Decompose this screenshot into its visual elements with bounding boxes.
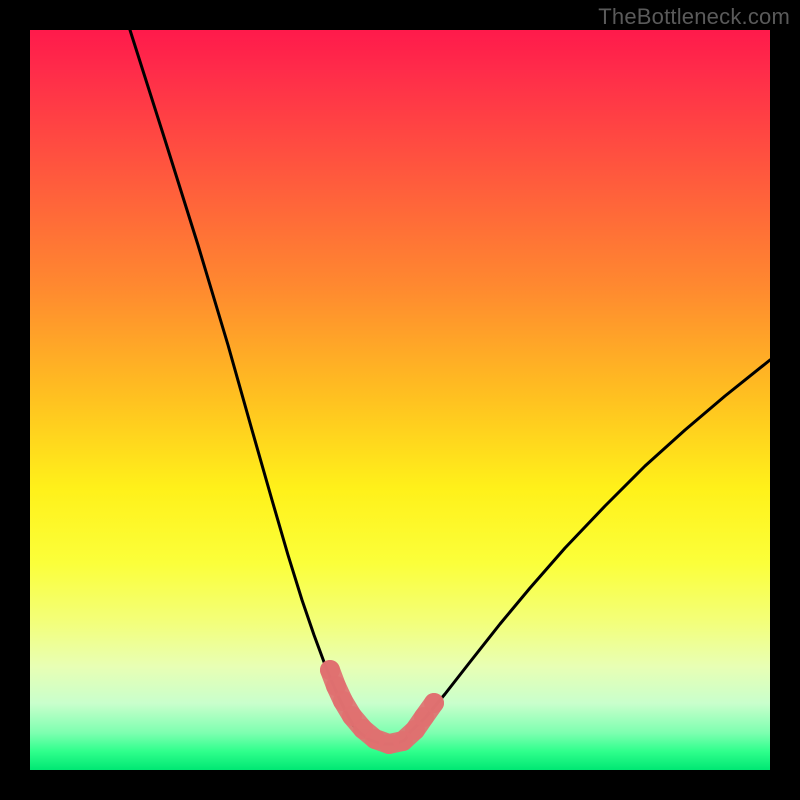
curve-right-branch: [410, 360, 770, 732]
curve-overlay: [30, 30, 770, 770]
curve-left-branch: [130, 30, 359, 732]
chart-frame: TheBottleneck.com: [0, 0, 800, 800]
plot-area: [30, 30, 770, 770]
watermark-text: TheBottleneck.com: [598, 4, 790, 30]
marker-dot-10: [424, 693, 444, 713]
